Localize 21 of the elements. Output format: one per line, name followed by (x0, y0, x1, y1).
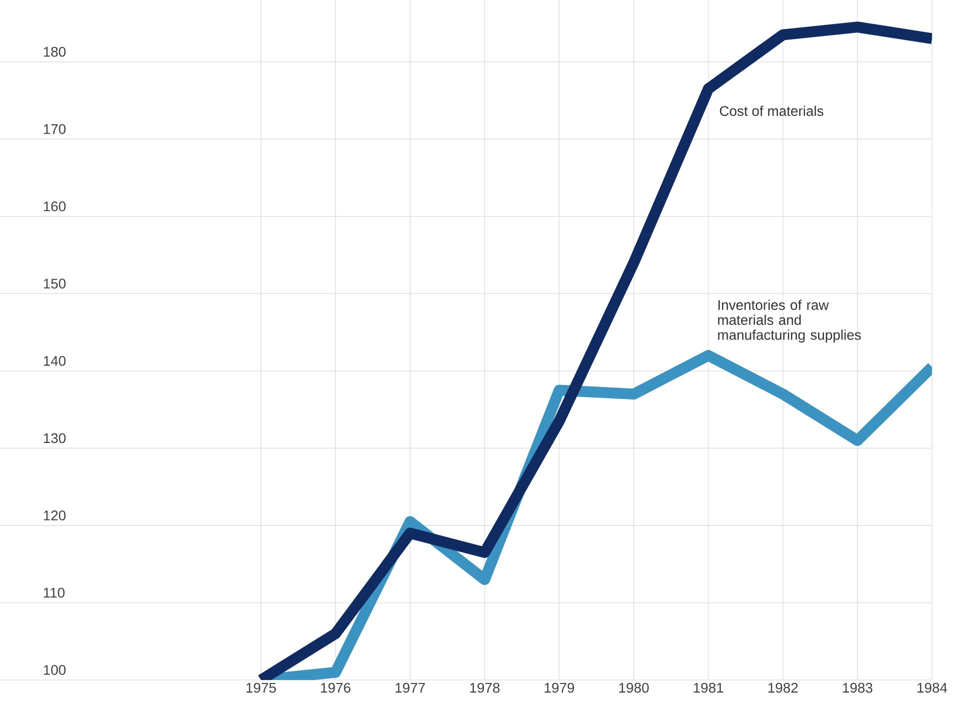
x-tick-label: 1977 (396, 682, 425, 693)
series-label: Cost of materials (720, 106, 824, 116)
x-tick-label: 1984 (918, 682, 948, 693)
x-tick-label: 1978 (470, 682, 500, 693)
x-tick-label: 1981 (694, 682, 724, 693)
y-tick-label: 160 (44, 201, 66, 212)
x-tick-label: 1976 (321, 682, 350, 693)
y-tick-label: 130 (44, 433, 66, 444)
y-tick-label: 180 (44, 46, 66, 57)
x-tick-label: 1975 (246, 682, 276, 693)
y-tick-label: 120 (44, 510, 66, 520)
x-tick-label: 1983 (843, 682, 872, 693)
y-tick-label: 100 (44, 665, 66, 675)
y-tick-label: 110 (44, 588, 65, 598)
series-label: Inventories of raw materials and manufacturing supplies (718, 300, 861, 343)
y-tick-label: 170 (44, 124, 66, 134)
y-tick-label: 150 (44, 278, 66, 289)
x-tick-label: 1979 (544, 682, 574, 693)
x-tick-label: 1982 (768, 682, 798, 693)
y-tick-label: 140 (44, 356, 66, 366)
x-tick-label: 1980 (619, 682, 649, 693)
